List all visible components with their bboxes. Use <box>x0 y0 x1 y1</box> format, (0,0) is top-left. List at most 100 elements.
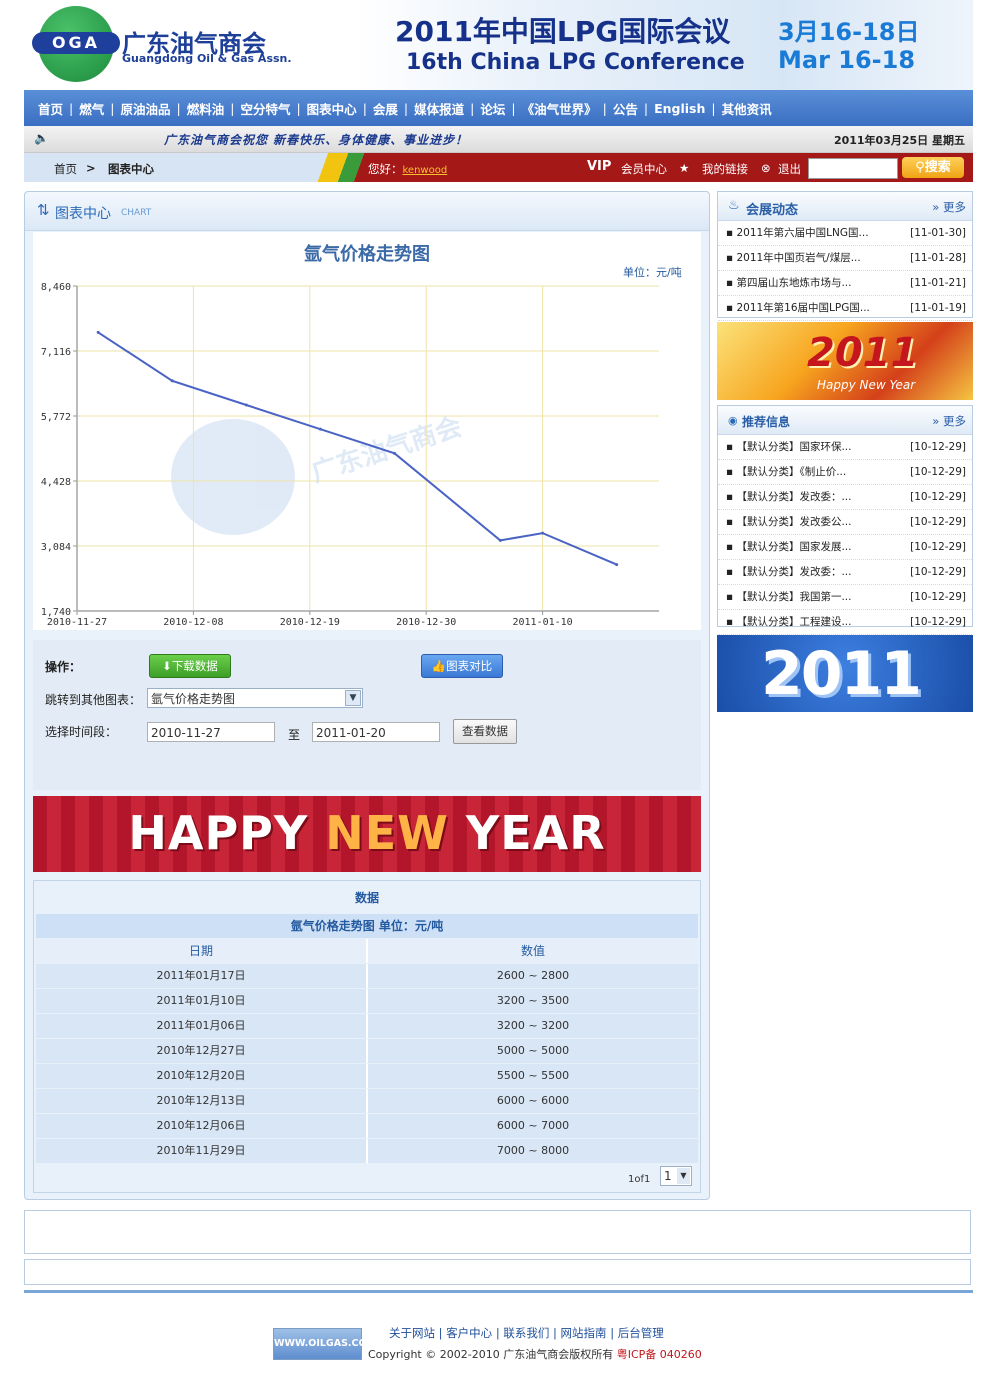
icp-number[interactable]: 粤ICP备 040260 <box>616 1348 702 1361</box>
new-year-2011-banner[interactable]: 2011 Happy New Year <box>717 322 973 400</box>
y-tick-label: 5,772 <box>41 412 71 423</box>
chart-select-value: 氩气价格走势图 <box>151 692 236 706</box>
nav-separator: | <box>69 100 74 116</box>
download-arrow-icon: ⬇ <box>162 659 172 673</box>
chevron-down-icon: ▼ <box>345 690 361 706</box>
copyright-text: Copyright © 2002-2010 广东油气商会版权所有 <box>368 1348 617 1361</box>
nav-item[interactable]: 图表中心 <box>306 101 357 117</box>
cell-value: 6000 ~ 7000 <box>368 1114 698 1138</box>
snowflake-2011-banner[interactable]: 2011 <box>717 635 973 712</box>
start-date-input[interactable]: 2010-11-27 <box>147 722 275 742</box>
star-icon: ★ <box>679 161 690 175</box>
list-item[interactable]: ▪ 【默认分类】国家环保... [10-12-29] <box>718 435 972 460</box>
list-item[interactable]: ▪ 【默认分类】发改委：... [10-12-29] <box>718 485 972 510</box>
end-date-input[interactable]: 2011-01-20 <box>312 722 440 742</box>
logout-link[interactable]: 退出 <box>778 162 801 176</box>
notice-bar: 🔈 广东油气商会祝您 新春快乐、身体健康、事业进步！ 2011年03月25日 星… <box>24 126 973 153</box>
panel-header: ⇅ 图表中心 CHART <box>25 192 709 231</box>
list-item[interactable]: ▪ 2011年第六届中国LNG国... [11-01-30] <box>718 221 972 246</box>
cell-value: 5500 ~ 5500 <box>368 1064 698 1088</box>
logo-title-cn[interactable]: 广东油气商会 <box>122 29 266 58</box>
data-point <box>318 427 322 431</box>
page-select[interactable]: 1 ▼ <box>660 1166 692 1186</box>
my-links-link[interactable]: 我的链接 <box>702 162 748 176</box>
chart-select[interactable]: 氩气价格走势图 ▼ <box>147 688 363 708</box>
data-table-subtitle: 氩气价格走势图 单位：元/吨 <box>36 914 698 938</box>
breadcrumb: 首页 > 图表中心 <box>24 153 324 182</box>
search-input[interactable] <box>808 158 898 179</box>
list-item[interactable]: ▪ 【默认分类】《制止价... [10-12-29] <box>718 460 972 485</box>
data-point <box>96 330 100 334</box>
footer-logo[interactable]: WWW.OILGAS.CC <box>273 1328 365 1360</box>
breadcrumb-home[interactable]: 首页 <box>54 162 77 176</box>
nav-item[interactable]: 其他资讯 <box>721 101 772 117</box>
conference-date-cn: 3月16-18日 <box>778 18 920 46</box>
list-item-date: [10-12-29] <box>910 491 966 503</box>
breadcrumb-bar: 首页 > 图表中心 您好：kenwood VIP 会员中心 ★ 我的链接 ⊗ 退… <box>24 153 973 182</box>
list-item[interactable]: ▪ 【默认分类】国家发展... [10-12-29] <box>718 535 972 560</box>
nav-item[interactable]: 燃料油 <box>186 101 225 117</box>
nav-separator: | <box>403 100 409 116</box>
greeting-label: 您好： <box>368 162 403 176</box>
exhibition-news-box: ♨ 会展动态 » 更多 ▪ 2011年第六届中国LNG国... [11-01-30… <box>717 191 973 321</box>
nav-item[interactable]: 原油油品 <box>120 101 171 117</box>
period-label: 选择时间段： <box>45 725 118 739</box>
nav-item[interactable]: 首页 <box>38 101 64 117</box>
list-item-title: ▪ 【默认分类】发改委公... <box>726 516 852 528</box>
footer-divider <box>24 1290 973 1293</box>
chart-unit: 单位：元/吨 <box>623 266 682 279</box>
list-item[interactable]: ▪ 第四届山东地炼市场与... [11-01-21] <box>718 271 972 296</box>
list-item-date: [10-12-29] <box>910 441 966 453</box>
nav-item[interactable]: 公告 <box>612 101 638 117</box>
download-data-button[interactable]: ⬇下载数据 <box>149 654 231 678</box>
nav-item[interactable]: 论坛 <box>480 101 506 117</box>
banner-2011-text: 2011 <box>807 330 919 376</box>
list-item-date: [10-12-29] <box>910 566 966 578</box>
exhibition-more-link[interactable]: » 更多 <box>932 199 966 215</box>
member-center-link[interactable]: 会员中心 <box>621 162 667 176</box>
view-data-button[interactable]: 查看数据 <box>453 719 517 744</box>
conference-title-cn: 2011年中国LPG国际会议 <box>395 15 731 48</box>
to-label: 至 <box>288 728 301 742</box>
list-item[interactable]: ▪ 【默认分类】我国第一... [10-12-29] <box>718 585 972 610</box>
list-item[interactable]: ▪ 2011年中国页岩气/煤层... [11-01-28] <box>718 246 972 271</box>
data-point <box>244 403 248 407</box>
list-item[interactable]: ▪ 2011年第16届中国LPG国... [11-01-19] <box>718 296 972 321</box>
watermark-logo: 广东油气商会 <box>171 411 466 535</box>
y-tick-label: 4,428 <box>41 477 71 488</box>
nav-item[interactable]: English <box>654 100 706 116</box>
x-tick-label: 2010-12-30 <box>396 617 456 628</box>
data-table-title: 数据 <box>354 891 379 905</box>
search-button[interactable]: ⚲搜索 <box>902 157 964 178</box>
username-link[interactable]: kenwood <box>402 165 448 176</box>
list-item-date: [11-01-28] <box>910 252 966 264</box>
happy-new-year-banner[interactable]: HAPPY NEW YEAR <box>33 796 701 872</box>
nav-item[interactable]: 《油气世界》 <box>521 101 597 117</box>
list-item[interactable]: ▪ 【默认分类】工程建设... [10-12-29] <box>718 610 972 635</box>
data-point <box>615 563 619 567</box>
pager-text: 1of1 <box>628 1174 651 1185</box>
data-table-box: 数据 氩气价格走势图 单位：元/吨 日期 数值 2011年01月17日 2600 … <box>33 880 701 1193</box>
nav-separator: | <box>296 100 301 116</box>
chart-area: 氩气价格走势图 单位：元/吨 广东油气商会 1,740 3,084 4,428 5,7… <box>33 232 701 630</box>
list-item-title: ▪ 【默认分类】国家发展... <box>726 541 852 553</box>
nav-item[interactable]: 会展 <box>372 101 398 117</box>
compare-chart-button[interactable]: 👍图表对比 <box>421 654 503 678</box>
cell-date: 2011年01月06日 <box>36 1014 368 1038</box>
y-tick-label: 7,116 <box>41 347 71 358</box>
panel-title: 图表中心 <box>55 206 111 222</box>
column-header-date: 日期 <box>36 939 368 963</box>
footer-links[interactable]: 关于网站 | 客户中心 | 联系我们 | 网站指南 | 后台管理 <box>389 1326 664 1340</box>
chevron-down-icon: ▼ <box>677 1168 690 1184</box>
column-header-value: 数值 <box>368 939 698 963</box>
nav-item[interactable]: 空分特气 <box>240 101 291 117</box>
list-item[interactable]: ▪ 【默认分类】发改委公... [10-12-29] <box>718 510 972 535</box>
flame-icon: ♨ <box>728 198 740 213</box>
nav-item[interactable]: 燃气 <box>79 101 105 117</box>
list-item[interactable]: ▪ 【默认分类】发改委：... [10-12-29] <box>718 560 972 585</box>
banner-2011b-text: 2011 <box>761 639 922 709</box>
recommended-more-link[interactable]: » 更多 <box>932 413 966 429</box>
nav-separator: | <box>711 100 716 116</box>
close-circle-icon: ⊗ <box>761 161 771 175</box>
nav-item[interactable]: 媒体报道 <box>414 101 465 117</box>
